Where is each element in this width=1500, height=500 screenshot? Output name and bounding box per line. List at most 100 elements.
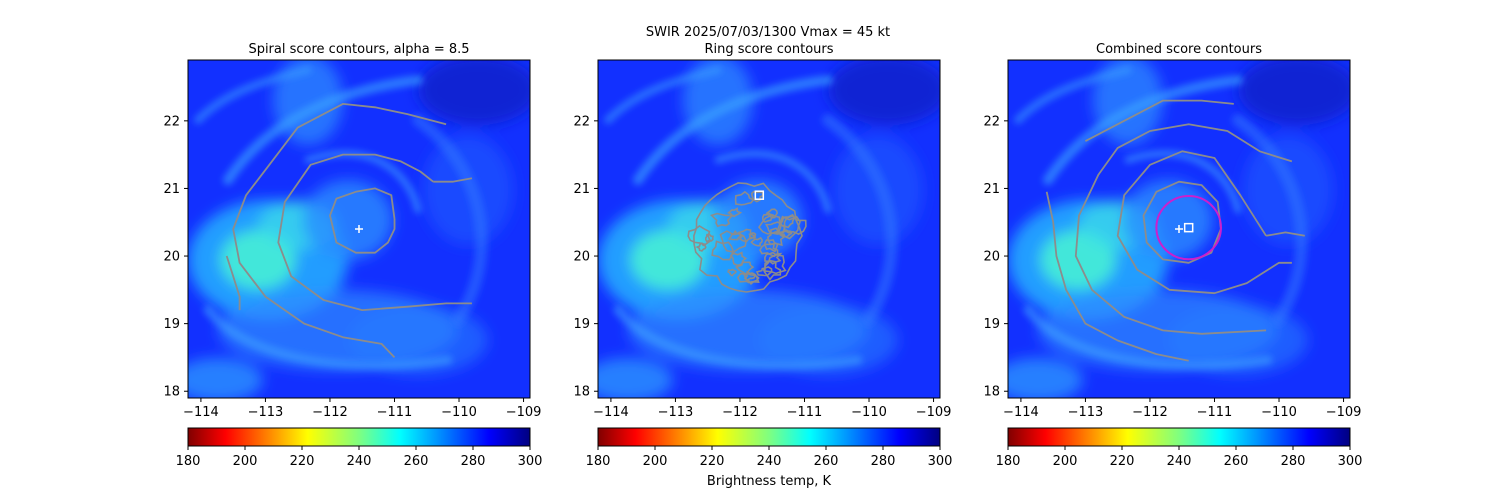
ring-contour xyxy=(763,253,787,275)
colorbar-tick-label: 240 xyxy=(1167,454,1192,469)
ring-contour xyxy=(765,208,779,219)
colorbar-tick-label: 260 xyxy=(814,454,839,469)
spiral-panel: Spiral score contours, alpha = 8.5 −114 −1… xyxy=(163,42,541,420)
colorbar-tick-label: 260 xyxy=(1224,454,1249,469)
x-tick-label: −113 xyxy=(1068,405,1104,420)
satellite-image xyxy=(173,55,538,402)
y-tick-label: 18 xyxy=(163,385,180,400)
x-tick-label: −114 xyxy=(593,405,629,420)
colorbar-tick-label: 240 xyxy=(757,454,782,469)
y-tick-label: 19 xyxy=(163,317,180,332)
y-tick-label: 20 xyxy=(983,250,1000,265)
ring-contour xyxy=(727,207,743,218)
x-tick-label: −110 xyxy=(851,405,887,420)
panel-title: Ring score contours xyxy=(704,42,833,57)
colorbar-tick-label: 300 xyxy=(928,454,953,469)
y-tick-label: 19 xyxy=(983,317,1000,332)
colorbar-tick-label: 220 xyxy=(290,454,315,469)
ring-contour xyxy=(727,268,738,277)
x-tick-label: −110 xyxy=(441,405,477,420)
contour-line xyxy=(1116,150,1292,295)
contour-line xyxy=(1265,231,1305,237)
x-tick-label: −109 xyxy=(1326,405,1362,420)
figure-suptitle: SWIR 2025/07/03/1300 Vmax = 45 kt xyxy=(646,25,890,40)
ring-panel: Ring score contours −114 −113 −112 −111 −110 −… xyxy=(573,42,951,420)
colorbar-tick-label: 280 xyxy=(871,454,896,469)
center-square-marker xyxy=(1183,222,1194,233)
ring-contour xyxy=(778,213,796,229)
center-plus-marker xyxy=(1175,225,1183,233)
panel-title: Spiral score contours, alpha = 8.5 xyxy=(248,42,469,57)
contour-line xyxy=(1045,191,1189,362)
ring-contour xyxy=(750,190,764,203)
x-tick-label: −113 xyxy=(658,405,694,420)
contour-line xyxy=(1084,99,1234,142)
y-tick-label: 22 xyxy=(163,114,180,129)
x-tick-label: −111 xyxy=(1197,405,1233,420)
y-tick-label: 22 xyxy=(983,114,1000,129)
x-tick-label: −112 xyxy=(722,405,758,420)
x-tick-label: −112 xyxy=(312,405,348,420)
colorbar-tick-label: 220 xyxy=(1110,454,1135,469)
center-plus-marker xyxy=(355,225,363,233)
colorbar-tick-label: 300 xyxy=(1338,454,1363,469)
ring-contour xyxy=(711,240,734,261)
x-tick-label: −111 xyxy=(787,405,823,420)
ring-contour xyxy=(736,272,760,284)
x-tick-label: −113 xyxy=(248,405,284,420)
y-tick-label: 19 xyxy=(573,317,590,332)
colorbar-tick-label: 200 xyxy=(1053,454,1078,469)
colorbar-tick-label: 180 xyxy=(996,454,1021,469)
colorbar-gradient xyxy=(597,427,941,447)
colorbar-gradient xyxy=(1007,427,1351,447)
center-square-marker xyxy=(754,190,765,200)
x-tick-label: −114 xyxy=(183,405,219,420)
x-tick-label: −111 xyxy=(377,405,413,420)
contour-line xyxy=(1074,123,1293,335)
colorbar-tick-label: 180 xyxy=(176,454,201,469)
ring-contour xyxy=(763,239,779,253)
y-tick-label: 20 xyxy=(163,250,180,265)
colorbar-tick-label: 200 xyxy=(233,454,258,469)
colorbar-label: Brightness temp, K xyxy=(707,474,832,489)
x-tick-label: −110 xyxy=(1261,405,1297,420)
satellite-image xyxy=(993,55,1358,402)
ring-contour xyxy=(775,215,801,240)
x-tick-label: −112 xyxy=(1132,405,1168,420)
ring-contour-outline xyxy=(693,182,803,293)
y-tick-label: 21 xyxy=(573,182,590,197)
y-tick-label: 21 xyxy=(983,182,1000,197)
contour-line xyxy=(225,255,241,311)
ring-contour xyxy=(737,228,757,243)
ring-contour xyxy=(695,242,707,252)
colorbar-tick-label: 180 xyxy=(586,454,611,469)
colorbar-tick-label: 220 xyxy=(700,454,725,469)
ring-contour xyxy=(759,242,779,258)
panel-title: Combined score contours xyxy=(1096,42,1262,57)
colorbar-combined: 180 200 220 240 260 280 300 xyxy=(996,427,1363,469)
axes-frame xyxy=(597,59,941,399)
ring-contour xyxy=(705,233,714,243)
x-tick-label: −109 xyxy=(506,405,542,420)
ring-contour xyxy=(757,214,786,235)
ring-contour xyxy=(748,232,757,240)
y-tick-label: 21 xyxy=(163,182,180,197)
ring-contour xyxy=(750,236,764,247)
best-ring-circle xyxy=(1155,195,1222,261)
y-tick-label: 22 xyxy=(573,114,590,129)
ring-contour xyxy=(765,221,783,236)
contour-line xyxy=(277,153,472,311)
ring-contour xyxy=(729,251,748,267)
ring-contour xyxy=(734,190,755,206)
axes-frame xyxy=(1007,59,1351,399)
ring-contour xyxy=(761,211,774,224)
satellite-image xyxy=(583,55,948,402)
y-tick-label: 18 xyxy=(573,385,590,400)
contour-line xyxy=(329,187,396,254)
ring-contour xyxy=(710,212,735,228)
y-tick-label: 20 xyxy=(573,250,590,265)
colorbar-spiral: 180 200 220 240 260 280 300 xyxy=(176,427,542,469)
ring-contour xyxy=(755,266,773,277)
colorbar-tick-label: 260 xyxy=(404,454,429,469)
